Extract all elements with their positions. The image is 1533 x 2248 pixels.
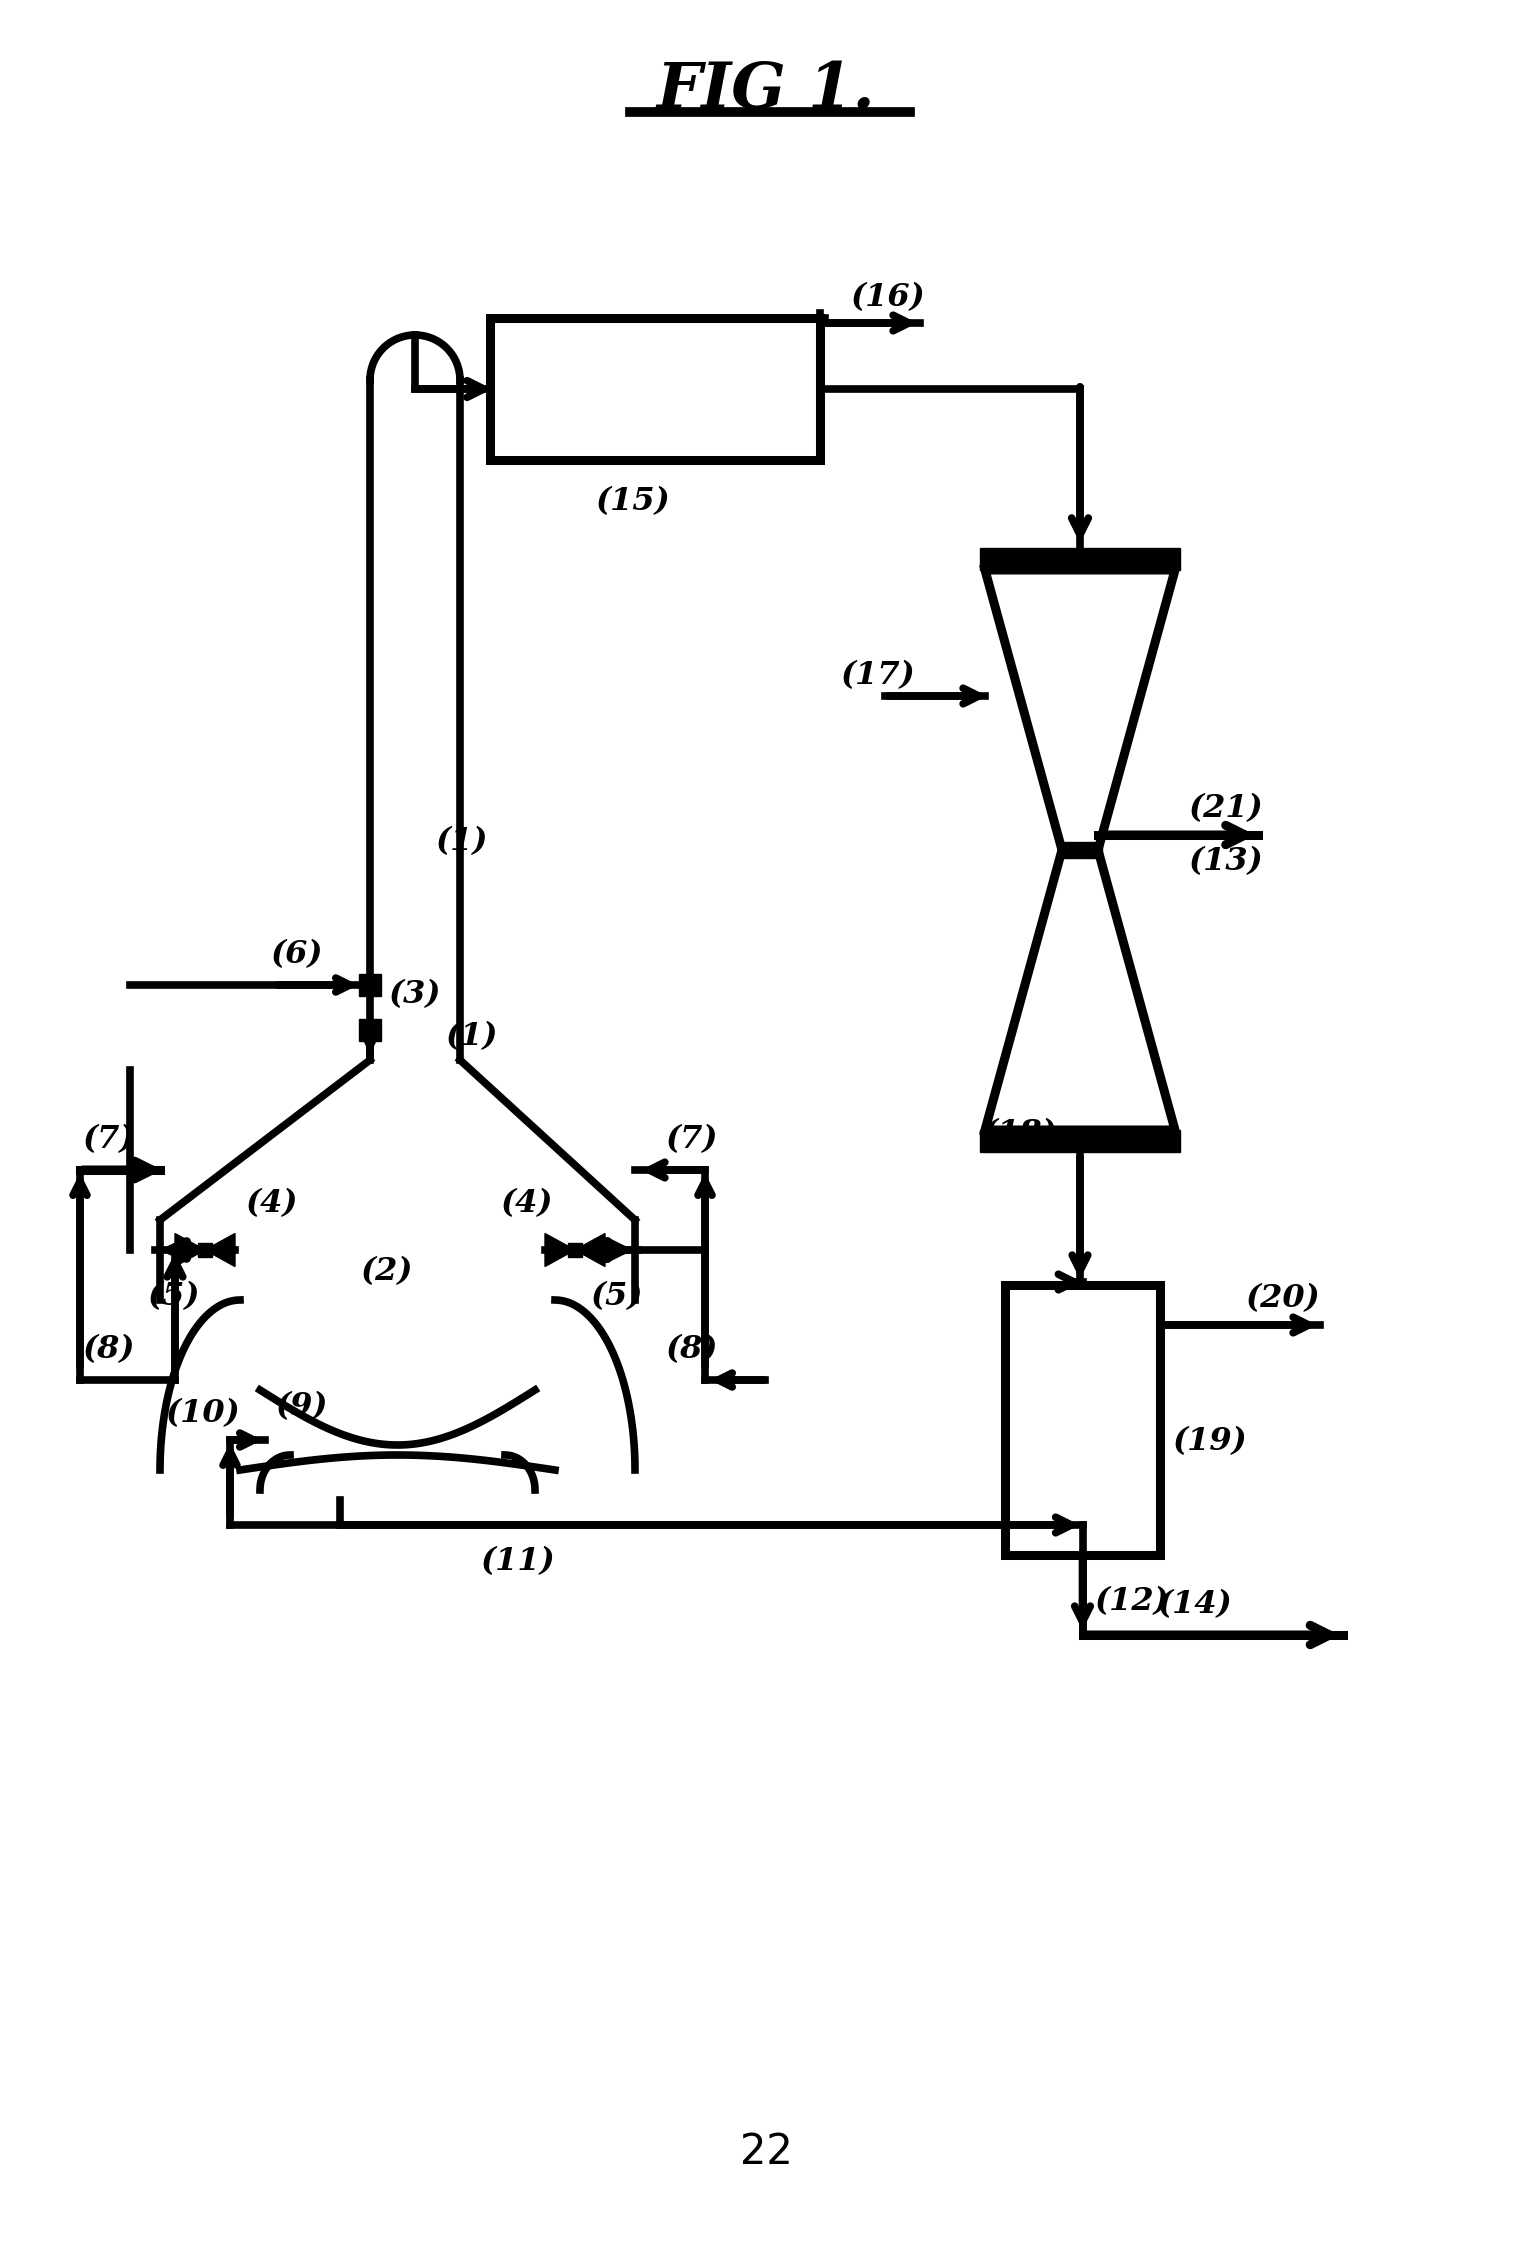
Text: (14): (14): [1157, 1589, 1233, 1621]
Polygon shape: [205, 1234, 235, 1266]
Polygon shape: [546, 1234, 575, 1266]
Bar: [359, 973, 382, 996]
Text: (10): (10): [166, 1398, 239, 1430]
Text: (3): (3): [388, 978, 440, 1009]
Bar: [491, 317, 820, 461]
Text: (4): (4): [245, 1187, 297, 1218]
Polygon shape: [980, 549, 1180, 571]
Text: (5): (5): [147, 1281, 199, 1313]
Text: (11): (11): [480, 1547, 555, 1578]
Text: (1): (1): [445, 1021, 498, 1052]
Text: FIG 1.: FIG 1.: [656, 61, 875, 121]
Text: (21): (21): [1188, 794, 1263, 825]
Text: (20): (20): [1245, 1284, 1320, 1315]
Bar: [198, 1243, 212, 1257]
Text: (16): (16): [849, 281, 924, 312]
Text: 22: 22: [739, 2131, 793, 2174]
Bar: [569, 1243, 583, 1257]
Text: (8): (8): [665, 1333, 717, 1365]
Text: (2): (2): [360, 1257, 412, 1288]
Bar: [359, 1018, 382, 1041]
Polygon shape: [175, 1234, 205, 1266]
Text: (19): (19): [1173, 1425, 1246, 1457]
Text: (9): (9): [274, 1392, 328, 1423]
Text: (13): (13): [1188, 845, 1263, 877]
Text: (12): (12): [1095, 1587, 1170, 1616]
Bar: [1006, 1286, 1160, 1556]
Text: (7): (7): [81, 1124, 135, 1155]
Text: (6): (6): [270, 940, 322, 969]
Text: (7): (7): [665, 1124, 717, 1155]
Text: (17): (17): [840, 661, 915, 690]
Text: (1): (1): [435, 825, 487, 856]
Text: (4): (4): [500, 1187, 552, 1218]
Polygon shape: [575, 1234, 606, 1266]
Text: (15): (15): [595, 486, 670, 517]
Polygon shape: [980, 1131, 1180, 1151]
Text: (8): (8): [81, 1333, 135, 1365]
Polygon shape: [1058, 843, 1102, 859]
Text: (5): (5): [590, 1281, 642, 1313]
Text: (18): (18): [983, 1117, 1058, 1149]
